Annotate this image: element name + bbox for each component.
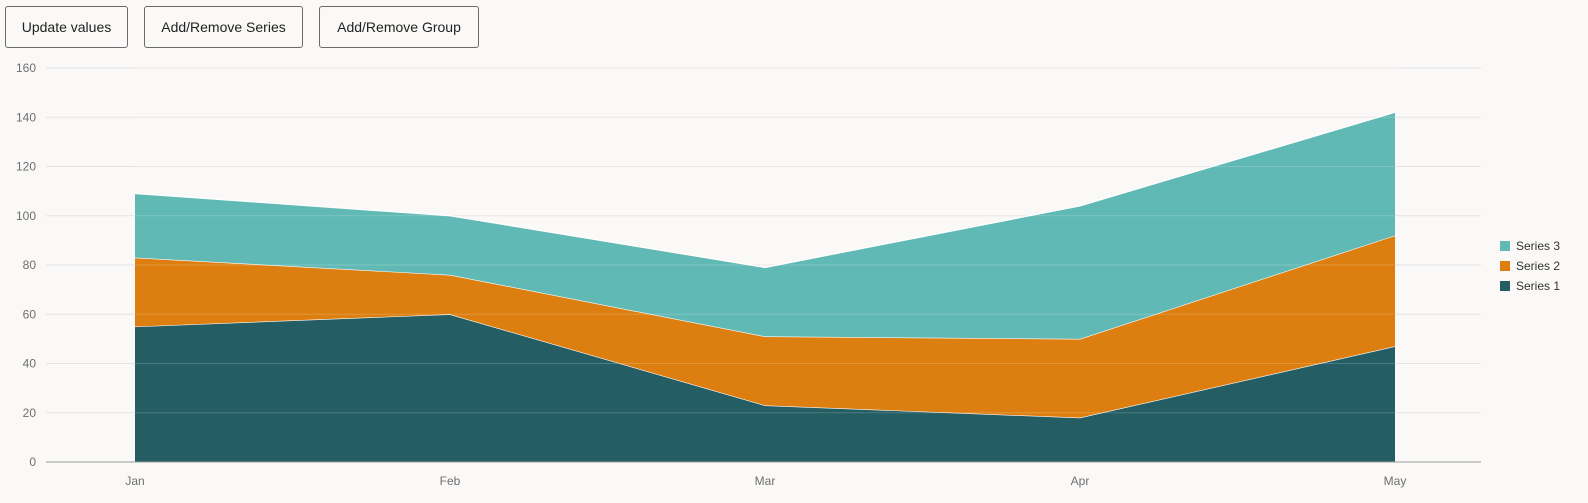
legend-item-series-2[interactable]: Series 2	[1500, 259, 1560, 273]
legend-swatch	[1500, 241, 1510, 251]
area-series-2	[135, 235, 1395, 418]
legend-label: Series 1	[1516, 279, 1560, 293]
x-tick-label: Jan	[125, 474, 144, 488]
series-1-line	[134, 313, 1396, 419]
y-tick-label: 20	[23, 406, 37, 420]
y-tick-label: 120	[16, 160, 36, 174]
gridlines	[46, 67, 1481, 414]
legend: Series 3 Series 2 Series 1	[1500, 239, 1560, 293]
y-tick-label: 160	[16, 61, 36, 75]
x-tick-label: Mar	[755, 474, 776, 488]
update-values-button[interactable]: Update values	[5, 6, 128, 48]
x-tick-label: Feb	[440, 474, 461, 488]
area-series-1	[135, 314, 1395, 462]
axes: 0 20 40 60 80 100 120 140 160 Jan Feb Mar Apr May	[16, 61, 1481, 488]
legend-swatch	[1500, 281, 1510, 291]
x-tick-label: May	[1384, 474, 1407, 488]
y-tick-label: 60	[23, 307, 37, 321]
y-tick-label: 100	[16, 209, 36, 223]
y-tick-label: 40	[23, 357, 37, 371]
y-tick-label: 80	[23, 258, 37, 272]
y-tick-label: 0	[29, 455, 36, 469]
legend-label: Series 2	[1516, 259, 1560, 273]
area-series-3	[135, 112, 1395, 339]
series-2-line	[134, 234, 1396, 340]
x-tick-label: Apr	[1071, 474, 1090, 488]
legend-item-series-1[interactable]: Series 1	[1500, 279, 1560, 293]
legend-label: Series 3	[1516, 239, 1560, 253]
y-tick-label: 140	[16, 110, 36, 124]
add-remove-series-button[interactable]: Add/Remove Series	[144, 6, 303, 48]
area-series	[134, 67, 1396, 462]
legend-swatch	[1500, 261, 1510, 271]
series-3-line	[134, 111, 1396, 269]
add-remove-group-button[interactable]: Add/Remove Group	[319, 6, 479, 48]
legend-item-series-3[interactable]: Series 3	[1500, 239, 1560, 253]
